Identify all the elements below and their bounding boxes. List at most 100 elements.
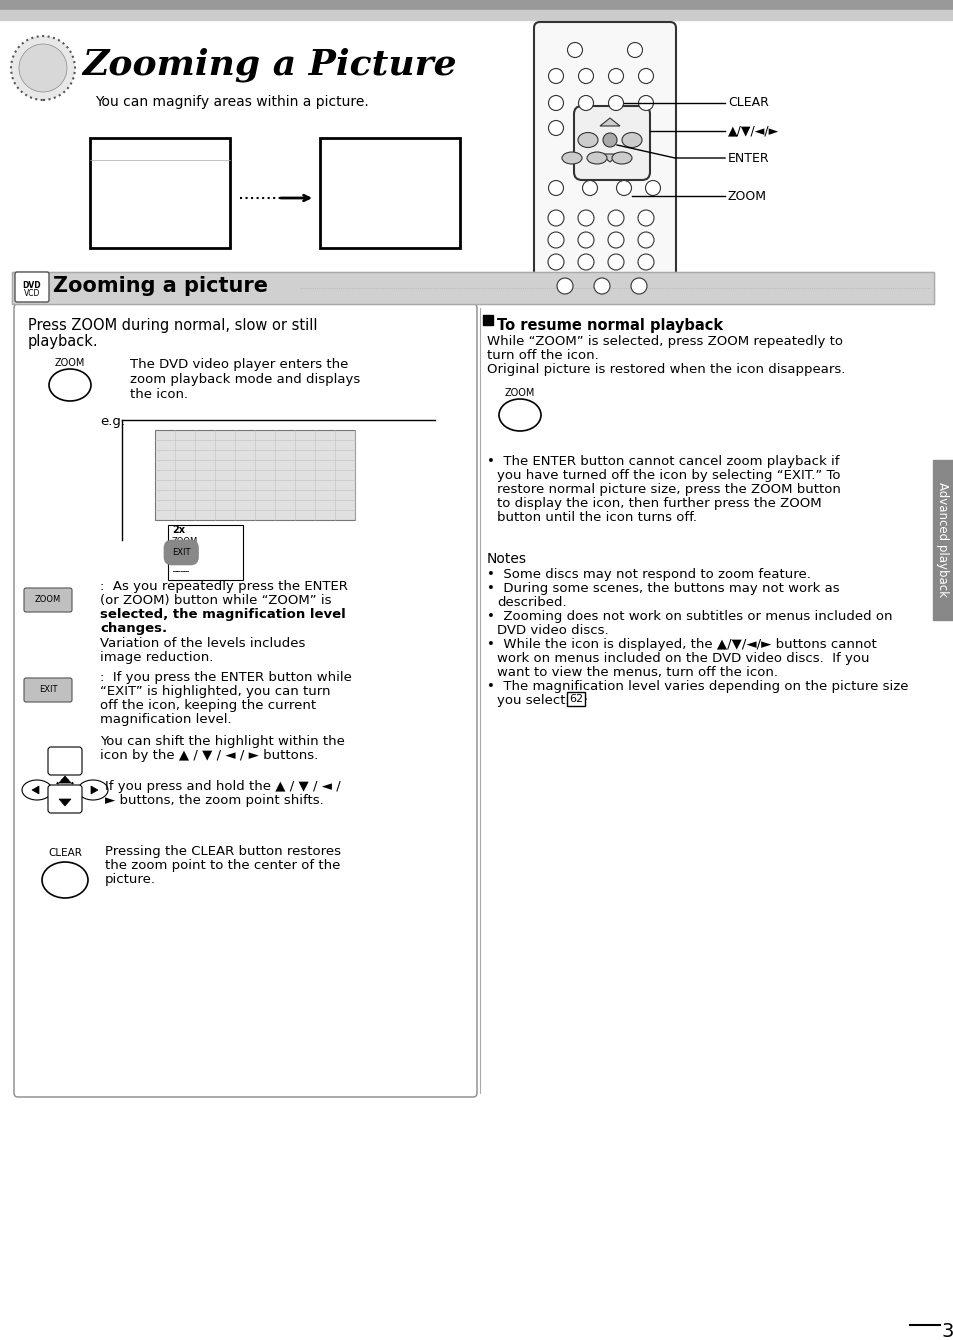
Ellipse shape bbox=[586, 151, 606, 163]
Circle shape bbox=[638, 255, 654, 269]
Text: •  During some scenes, the buttons may not work as: • During some scenes, the buttons may no… bbox=[486, 582, 839, 595]
Text: e.g.: e.g. bbox=[100, 415, 125, 427]
Text: ► buttons, the zoom point shifts.: ► buttons, the zoom point shifts. bbox=[105, 795, 323, 807]
Ellipse shape bbox=[621, 133, 641, 147]
Text: icon by the ▲ / ▼ / ◄ / ► buttons.: icon by the ▲ / ▼ / ◄ / ► buttons. bbox=[100, 749, 318, 762]
Text: “EXIT” is highlighted, you can turn: “EXIT” is highlighted, you can turn bbox=[100, 685, 330, 698]
Text: turn off the icon.: turn off the icon. bbox=[486, 348, 598, 362]
Text: zoom playback mode and displays: zoom playback mode and displays bbox=[130, 373, 360, 386]
Circle shape bbox=[608, 95, 623, 110]
Text: EXIT: EXIT bbox=[39, 686, 57, 694]
Text: CLEAR: CLEAR bbox=[48, 848, 82, 858]
Text: 62: 62 bbox=[568, 694, 582, 704]
Text: Press ZOOM during normal, slow or still: Press ZOOM during normal, slow or still bbox=[28, 318, 317, 334]
Circle shape bbox=[638, 68, 653, 83]
Ellipse shape bbox=[42, 862, 88, 898]
Text: ZOOM: ZOOM bbox=[54, 358, 85, 369]
Circle shape bbox=[578, 210, 594, 226]
Bar bbox=[319, 138, 459, 248]
Circle shape bbox=[548, 68, 563, 83]
Bar bbox=[566, 691, 584, 706]
Text: 2x: 2x bbox=[172, 525, 185, 535]
Text: described.: described. bbox=[497, 596, 566, 608]
Text: restore normal picture size, press the ZOOM button: restore normal picture size, press the Z… bbox=[497, 482, 840, 496]
Text: :  As you repeatedly press the ENTER: : As you repeatedly press the ENTER bbox=[100, 580, 348, 594]
Bar bbox=[154, 430, 355, 520]
Circle shape bbox=[547, 232, 563, 248]
FancyBboxPatch shape bbox=[24, 588, 71, 612]
Text: changes.: changes. bbox=[100, 622, 167, 635]
Ellipse shape bbox=[612, 151, 631, 163]
Text: Zooming a Picture: Zooming a Picture bbox=[82, 48, 456, 83]
Circle shape bbox=[11, 36, 75, 100]
Text: DVD video discs.: DVD video discs. bbox=[497, 624, 608, 636]
FancyBboxPatch shape bbox=[48, 785, 82, 813]
Circle shape bbox=[607, 232, 623, 248]
Polygon shape bbox=[91, 787, 98, 795]
Ellipse shape bbox=[498, 399, 540, 431]
Circle shape bbox=[607, 255, 623, 269]
FancyBboxPatch shape bbox=[14, 304, 476, 1097]
Circle shape bbox=[594, 277, 609, 293]
Circle shape bbox=[578, 68, 593, 83]
Text: •  The magnification level varies depending on the picture size: • The magnification level varies dependi… bbox=[486, 679, 907, 693]
Text: button until the icon turns off.: button until the icon turns off. bbox=[497, 511, 697, 524]
Text: Variation of the levels includes: Variation of the levels includes bbox=[100, 636, 305, 650]
Text: playback.: playback. bbox=[28, 334, 98, 348]
Text: Advanced playback: Advanced playback bbox=[936, 482, 948, 598]
Circle shape bbox=[567, 43, 582, 58]
Text: ____: ____ bbox=[172, 563, 189, 572]
Polygon shape bbox=[32, 787, 39, 795]
Bar bbox=[482, 315, 493, 326]
Text: •  While the icon is displayed, the ▲/▼/◄/► buttons cannot: • While the icon is displayed, the ▲/▼/◄… bbox=[486, 638, 876, 651]
Circle shape bbox=[582, 181, 597, 196]
Text: 37: 37 bbox=[941, 1323, 953, 1340]
Text: ZOOM: ZOOM bbox=[727, 189, 766, 202]
Text: the icon.: the icon. bbox=[130, 389, 188, 401]
Circle shape bbox=[627, 43, 641, 58]
FancyBboxPatch shape bbox=[574, 106, 649, 180]
Circle shape bbox=[607, 210, 623, 226]
Circle shape bbox=[55, 780, 75, 800]
Text: picture.: picture. bbox=[105, 872, 156, 886]
Polygon shape bbox=[59, 776, 71, 783]
Text: (or ZOOM) button while “ZOOM” is: (or ZOOM) button while “ZOOM” is bbox=[100, 594, 331, 607]
Text: To resume normal playback: To resume normal playback bbox=[497, 318, 722, 334]
Text: to display the icon, then further press the ZOOM: to display the icon, then further press … bbox=[497, 497, 821, 511]
Text: CLEAR: CLEAR bbox=[727, 96, 768, 110]
Circle shape bbox=[638, 232, 654, 248]
Circle shape bbox=[638, 210, 654, 226]
Bar bbox=[0, 9, 953, 20]
Ellipse shape bbox=[602, 133, 617, 147]
Text: ZOOM: ZOOM bbox=[35, 595, 61, 604]
Text: Zooming a picture: Zooming a picture bbox=[53, 276, 268, 296]
Text: •  Some discs may not respond to zoom feature.: • Some discs may not respond to zoom fea… bbox=[486, 568, 810, 582]
Circle shape bbox=[548, 181, 563, 196]
Text: the zoom point to the center of the: the zoom point to the center of the bbox=[105, 859, 340, 872]
Polygon shape bbox=[59, 799, 71, 805]
Bar bbox=[12, 272, 933, 304]
Text: ZOOM: ZOOM bbox=[504, 389, 535, 398]
Circle shape bbox=[608, 68, 623, 83]
Text: Notes: Notes bbox=[486, 552, 526, 565]
Circle shape bbox=[638, 95, 653, 110]
Circle shape bbox=[548, 121, 563, 135]
Text: work on menus included on the DVD video discs.  If you: work on menus included on the DVD video … bbox=[497, 653, 868, 665]
Text: EXIT: EXIT bbox=[172, 548, 191, 557]
Text: :  If you press the ENTER button while: : If you press the ENTER button while bbox=[100, 671, 352, 683]
Circle shape bbox=[645, 181, 659, 196]
Polygon shape bbox=[599, 118, 619, 126]
Ellipse shape bbox=[22, 780, 52, 800]
Ellipse shape bbox=[578, 133, 598, 147]
Text: Pressing the CLEAR button restores: Pressing the CLEAR button restores bbox=[105, 846, 340, 858]
Ellipse shape bbox=[78, 780, 108, 800]
Text: •  Zooming does not work on subtitles or menus included on: • Zooming does not work on subtitles or … bbox=[486, 610, 892, 623]
Circle shape bbox=[630, 277, 646, 293]
Circle shape bbox=[616, 181, 631, 196]
Text: want to view the menus, turn off the icon.: want to view the menus, turn off the ico… bbox=[497, 666, 778, 679]
Text: The DVD video player enters the: The DVD video player enters the bbox=[130, 358, 348, 371]
Polygon shape bbox=[599, 154, 619, 162]
Circle shape bbox=[557, 277, 573, 293]
Bar bbox=[168, 525, 243, 580]
Circle shape bbox=[547, 255, 563, 269]
